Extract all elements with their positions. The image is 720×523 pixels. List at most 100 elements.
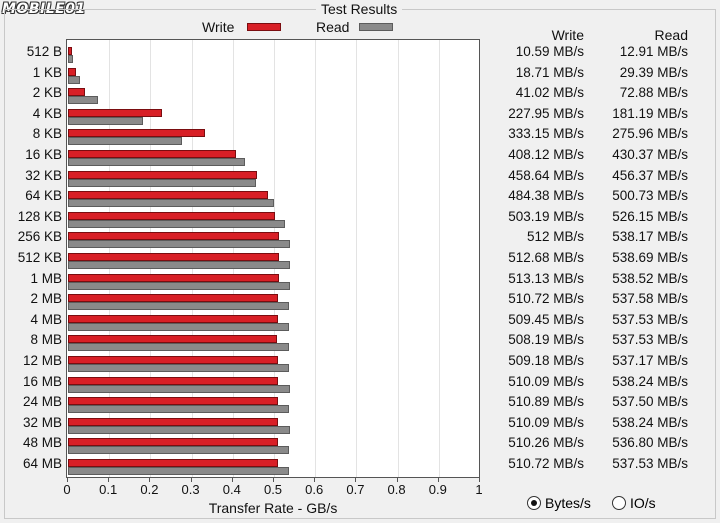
io-per-sec-option[interactable]: IO/s: [612, 495, 656, 511]
x-tick-mark: [396, 478, 398, 482]
write-value-cell: 512.68 MB/s: [508, 250, 584, 265]
category-label: 8 KB: [32, 126, 62, 142]
write-value-cell: 408.12 MB/s: [508, 147, 584, 162]
io-per-sec-radio[interactable]: [612, 496, 626, 510]
x-axis-label: Transfer Rate - GB/s: [208, 500, 338, 516]
write-value-cell: 10.59 MB/s: [515, 44, 584, 59]
x-tick-label: 0: [63, 482, 71, 497]
write-value-cell: 510.89 MB/s: [508, 394, 584, 410]
bytes-per-sec-radio[interactable]: [527, 496, 541, 510]
category-label: 16 MB: [22, 373, 62, 389]
write-bar: [68, 273, 280, 282]
read-bar: [68, 240, 290, 249]
x-tick-mark: [67, 478, 68, 482]
x-tick-label: 0.3: [181, 482, 200, 497]
x-tick-mark: [231, 478, 233, 482]
read-bar: [68, 137, 182, 146]
group-title: Test Results: [316, 1, 403, 17]
read-bar: [68, 405, 290, 414]
read-value-cell: 537.50 MB/s: [612, 394, 688, 410]
read-value-cell: 456.37 MB/s: [612, 167, 688, 183]
read-value-cell: 12.91 MB/s: [619, 44, 688, 59]
write-value-cell: 510.72 MB/s: [508, 291, 584, 307]
read-bar: [68, 219, 285, 228]
read-value-cell: 538.24 MB/s: [612, 373, 688, 389]
legend-write-label: Write: [202, 19, 235, 35]
read-bar: [68, 302, 290, 311]
write-value-cell: 510.09 MB/s: [508, 373, 584, 389]
read-bar: [68, 322, 290, 331]
write-bar: [68, 129, 206, 138]
x-tick-label: 0.7: [346, 482, 365, 497]
x-tick-label: 0.2: [140, 482, 159, 497]
category-label: 32 KB: [25, 167, 62, 183]
x-tick-mark: [479, 478, 480, 482]
x-tick-label: 0.5: [263, 482, 283, 497]
gridline: [356, 40, 358, 477]
read-value-cell: 537.58 MB/s: [612, 291, 688, 307]
legend-read-label: Read: [316, 19, 350, 35]
category-label: 64 MB: [22, 456, 62, 471]
x-tick-mark: [437, 478, 439, 482]
write-value-cell: 510.72 MB/s: [508, 456, 584, 471]
read-bar: [68, 384, 290, 393]
read-value-cell: 538.17 MB/s: [612, 229, 688, 245]
write-value-cell: 510.09 MB/s: [508, 414, 584, 430]
read-bar: [68, 364, 290, 372]
write-bar: [68, 88, 85, 97]
x-tick-mark: [314, 478, 316, 482]
read-bar: [68, 158, 246, 166]
category-label: 1 KB: [32, 64, 62, 80]
category-label: 24 MB: [22, 394, 62, 410]
category-label: 512 KB: [17, 250, 62, 265]
column-header-write: Write: [551, 27, 584, 43]
read-value-cell: 537.53 MB/s: [612, 311, 688, 327]
x-tick-label: 1: [475, 482, 483, 497]
read-bar: [68, 446, 290, 455]
read-bar: [68, 261, 290, 269]
write-bar: [68, 335, 278, 344]
read-value-cell: 538.69 MB/s: [612, 250, 688, 265]
read-value-cell: 430.37 MB/s: [612, 147, 688, 162]
category-label: 8 MB: [30, 332, 62, 348]
write-bar: [68, 150, 237, 158]
category-label: 16 KB: [25, 147, 62, 162]
category-label: 32 MB: [22, 414, 62, 430]
bytes-per-sec-option[interactable]: Bytes/s: [527, 495, 591, 511]
write-value-cell: 333.15 MB/s: [508, 126, 584, 142]
write-bar: [68, 459, 279, 467]
write-bar: [68, 253, 280, 261]
write-value-cell: 18.71 MB/s: [515, 64, 584, 80]
write-bar: [68, 232, 279, 241]
read-value-cell: 275.96 MB/s: [612, 126, 688, 142]
category-label: 64 KB: [25, 188, 62, 204]
write-value-cell: 512 MB/s: [526, 229, 584, 245]
write-bar: [68, 376, 279, 385]
gridline: [397, 40, 399, 477]
write-value-cell: 510.26 MB/s: [508, 435, 584, 451]
write-value-cell: 508.19 MB/s: [508, 332, 584, 348]
transfer-rate-chart: [66, 39, 480, 478]
x-tick-label: 0.1: [99, 482, 118, 497]
column-header-read: Read: [654, 27, 688, 43]
category-label: 2 MB: [30, 291, 62, 307]
x-tick-label: 0.4: [222, 482, 241, 497]
x-tick-mark: [273, 478, 274, 482]
read-value-cell: 72.88 MB/s: [619, 85, 688, 101]
category-label: 1 MB: [30, 270, 62, 286]
gridline: [315, 40, 317, 477]
read-value-cell: 538.52 MB/s: [612, 270, 688, 286]
write-bar: [68, 170, 257, 179]
write-value-cell: 41.02 MB/s: [515, 85, 584, 101]
read-value-cell: 181.19 MB/s: [612, 105, 688, 121]
write-bar: [68, 47, 73, 55]
read-value-cell: 500.73 MB/s: [612, 188, 688, 204]
write-bar: [68, 294, 279, 303]
write-value-cell: 484.38 MB/s: [508, 188, 584, 204]
x-tick-label: 0.6: [305, 482, 324, 497]
write-value-cell: 513.13 MB/s: [508, 270, 584, 286]
write-bar: [68, 314, 278, 323]
category-label: 2 KB: [32, 85, 62, 101]
io-per-sec-label: IO/s: [630, 495, 656, 511]
legend-write-swatch: [247, 23, 281, 31]
